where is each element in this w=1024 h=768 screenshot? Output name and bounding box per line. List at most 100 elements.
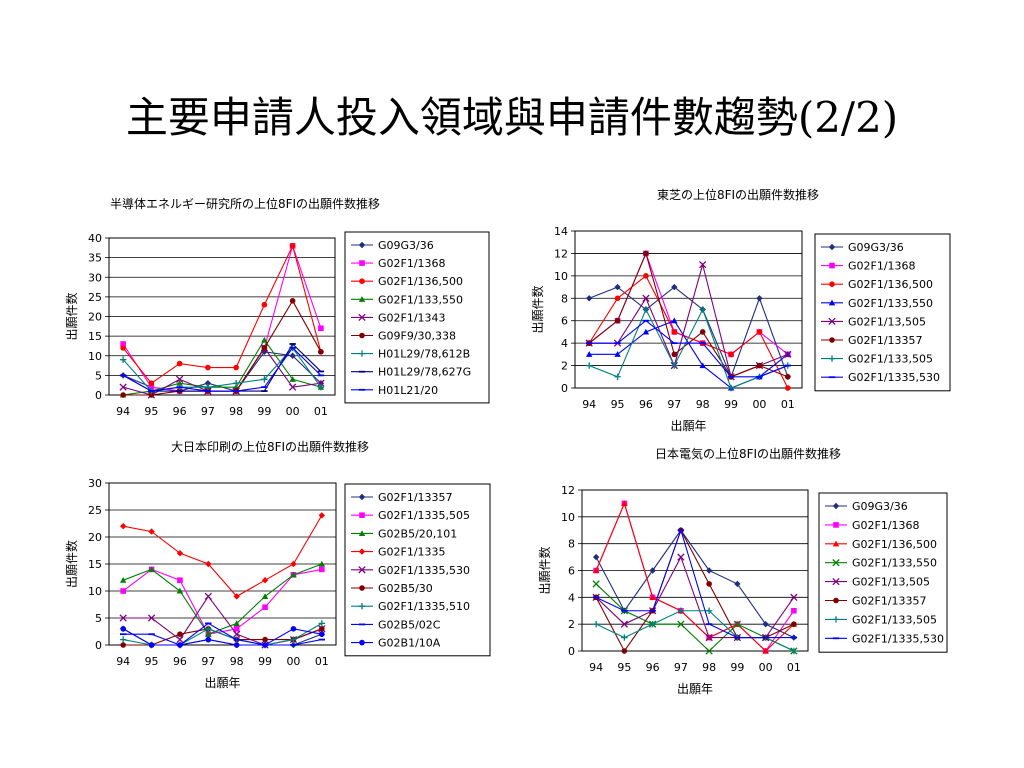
data-point [705, 567, 713, 574]
legend-marker [359, 585, 365, 591]
legend-marker [358, 350, 366, 357]
series-g02b1-10a [120, 626, 325, 648]
data-point [649, 620, 656, 628]
series-line [595, 528, 794, 639]
chart-title: 日本電気の上位8FIの出願件数推移 [655, 446, 841, 461]
data-point [318, 512, 326, 519]
data-point [762, 647, 769, 654]
data-point [205, 631, 212, 637]
data-point [120, 392, 126, 398]
data-point [176, 380, 183, 386]
legend-label: G02F1/13,505 [852, 576, 930, 589]
data-point [671, 283, 678, 291]
data-point [120, 345, 126, 351]
y-tick-label: 35 [88, 252, 102, 265]
legend-label: G02F1/133,550 [848, 297, 933, 310]
legend-marker [833, 522, 839, 528]
legend-marker [358, 493, 366, 501]
legend-label: G02F1/133,550 [852, 557, 937, 570]
data-point [677, 620, 685, 628]
legend-marker [829, 337, 835, 343]
data-point [177, 577, 183, 583]
series-line [589, 320, 789, 378]
data-point [120, 642, 126, 648]
x-tick-label: 98 [230, 655, 244, 668]
series-line [122, 243, 322, 392]
data-point [756, 329, 763, 335]
data-point [705, 607, 713, 614]
legend-box [818, 492, 948, 653]
data-point [614, 351, 621, 357]
data-point [205, 364, 211, 371]
data-point [585, 351, 593, 357]
data-point [233, 364, 239, 371]
legend-marker [832, 540, 840, 547]
legend-label: G02F1/1368 [378, 257, 446, 270]
legend-marker [828, 299, 836, 306]
data-point [671, 362, 678, 369]
x-tick-label: 00 [752, 398, 766, 411]
x-tick-label: 96 [639, 398, 653, 411]
y-tick-label: 25 [88, 504, 102, 517]
x-tick-label: 95 [617, 661, 631, 674]
legend-marker [358, 530, 366, 536]
data-point [261, 593, 269, 599]
data-point [205, 625, 212, 632]
legend-marker [358, 566, 366, 574]
data-point [620, 620, 629, 628]
series-line [588, 286, 789, 379]
x-tick-label: 01 [314, 405, 328, 418]
x-axis-label: 出願年 [677, 682, 713, 696]
data-point [233, 630, 241, 638]
chart-title: 大日本印刷の上位8FIの出願件数推移 [171, 439, 369, 454]
y-axis-label: 出願件数 [537, 546, 552, 594]
y-tick-label: 8 [568, 538, 575, 551]
y-tick-label: 20 [88, 531, 102, 544]
chart-dnp: 大日本印刷の上位8FIの出願件数推移 0 5 10 15 20 25 30 94 95 96 97 98… [60, 433, 520, 690]
y-tick-label: 25 [88, 291, 102, 304]
legend-label: G02F1/13357 [378, 491, 453, 504]
chart-title: 半導体エネルギー研究所の上位8FIの出願件数推移 [110, 196, 380, 211]
y-tick-label: 2 [568, 618, 575, 631]
legend-marker [833, 597, 839, 604]
data-point [289, 352, 296, 359]
legend-label: G02F1/133,505 [852, 613, 937, 626]
legend-label: H01L29/78,612B [378, 348, 470, 361]
y-tick-label: 4 [568, 591, 575, 604]
x-tick-label: 94 [589, 661, 603, 674]
y-tick-label: 40 [88, 232, 102, 245]
data-point [175, 375, 184, 383]
x-tick-label: 00 [286, 655, 300, 668]
legend-label: G09G3/36 [378, 239, 434, 252]
data-point [204, 592, 212, 601]
legend-label: G02F1/13357 [848, 334, 923, 347]
y-axis-label: 出願件数 [64, 540, 79, 588]
chart-svg: 大日本印刷の上位8FIの出願件数推移 0 5 10 15 20 25 30 94 95 96 97 98… [64, 439, 491, 690]
legend-label: G02F1/133,505 [848, 353, 933, 366]
data-point [204, 380, 212, 387]
data-point [592, 580, 600, 588]
legend-label: G02F1/1335,530 [848, 371, 940, 384]
data-point [319, 566, 325, 573]
data-point [120, 626, 126, 632]
x-tick-label: 01 [315, 655, 329, 668]
y-tick-label: 15 [88, 330, 102, 343]
y-tick-label: 5 [95, 369, 102, 382]
legend-label: G02B5/20,101 [378, 527, 457, 540]
legend-label: G02F1/136,500 [852, 538, 937, 551]
data-point [318, 620, 326, 627]
data-point [119, 523, 127, 530]
series-g02f1-1335-530 [585, 319, 792, 378]
data-point [176, 587, 184, 594]
x-axis-label: 出願年 [204, 676, 240, 690]
data-point [614, 317, 621, 324]
y-tick-label: 10 [88, 350, 102, 363]
data-point [262, 636, 268, 643]
plot-frame [581, 489, 809, 652]
legend-label: H01L29/78,627G [378, 366, 471, 379]
data-point [790, 593, 798, 601]
legend-label: G02F1/1343 [378, 311, 446, 324]
x-tick-label: 00 [759, 661, 773, 674]
data-point [148, 392, 155, 398]
data-point [762, 620, 769, 628]
